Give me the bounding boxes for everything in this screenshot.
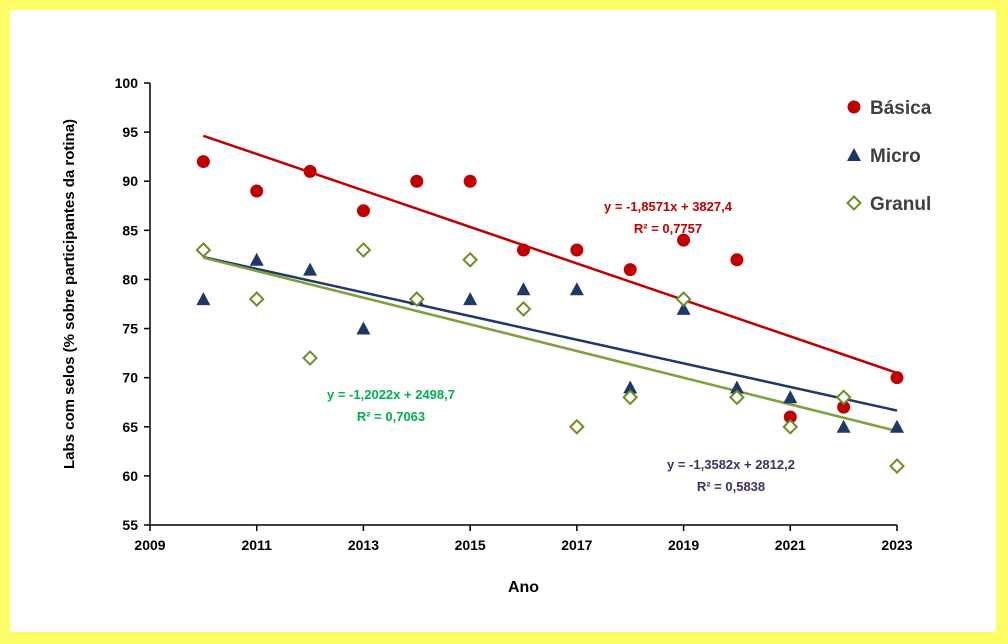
- y-tick-label: 100: [115, 75, 139, 91]
- trendline-básica: [202, 134, 898, 375]
- legend-marker-básica: [847, 100, 861, 114]
- data-point-granul: [889, 458, 905, 474]
- y-tick-label: 90: [122, 173, 138, 189]
- x-tick-label: 2015: [455, 537, 486, 553]
- y-tick-label: 95: [122, 124, 138, 140]
- y-tick-label: 70: [122, 370, 138, 386]
- data-point-granul: [675, 291, 692, 308]
- data-point-micro: [729, 380, 744, 394]
- y-tick-label: 65: [122, 419, 138, 435]
- data-point-micro: [836, 419, 851, 433]
- data-point-básica: [677, 233, 691, 247]
- trend-equation: y = -1,3582x + 2812,2: [667, 457, 795, 472]
- trend-r-squared: R² = 0,5838: [697, 479, 765, 494]
- legend-marker-granul: [846, 195, 862, 211]
- y-tick-label: 60: [122, 468, 138, 484]
- data-point-básica: [783, 410, 797, 424]
- data-point-granul: [835, 389, 852, 406]
- data-point-granul: [248, 291, 265, 308]
- data-point-micro: [516, 282, 531, 296]
- data-point-básica: [250, 184, 264, 198]
- data-point-micro: [303, 262, 318, 276]
- trend-r-squared: R² = 0,7063: [357, 409, 425, 424]
- x-axis-title: Ano: [508, 579, 539, 596]
- data-point-granul: [515, 300, 532, 317]
- data-point-básica: [463, 174, 477, 188]
- data-point-granul: [568, 418, 585, 435]
- y-tick-label: 55: [122, 517, 138, 533]
- trendline-granul: [203, 256, 898, 433]
- data-point-básica: [303, 164, 317, 178]
- y-tick-label: 85: [122, 222, 138, 238]
- x-tick-label: 2011: [242, 537, 273, 553]
- data-point-granul: [302, 350, 318, 366]
- data-point-micro: [356, 321, 371, 335]
- x-tick-label: 2009: [134, 537, 165, 553]
- trend-equation: y = -1,2022x + 2498,7: [327, 387, 455, 402]
- legend-label-micro: Micro: [870, 146, 921, 167]
- y-tick-label: 80: [122, 271, 138, 287]
- data-point-micro: [783, 390, 798, 404]
- data-point-granul: [729, 389, 745, 406]
- x-tick-label: 2023: [881, 537, 912, 553]
- y-tick-label: 75: [122, 321, 138, 337]
- chart-frame: 55 60 65 70 75 80 85 90 95 100 2009 2011 2013 2015 201…: [10, 10, 996, 632]
- data-point-granul: [622, 389, 639, 406]
- legend-label-básica: Básica: [870, 98, 932, 119]
- scatter-chart: 55 60 65 70 75 80 85 90 95 100 2009 2011 2013 2015 201…: [61, 75, 932, 596]
- x-tick-label: 2019: [668, 537, 699, 553]
- data-point-micro: [249, 252, 264, 266]
- x-tick-label: 2021: [775, 537, 806, 553]
- data-point-básica: [570, 243, 584, 257]
- data-point-básica: [517, 243, 530, 257]
- y-axis-title: Labs com selos (% sobre participantes da…: [61, 119, 78, 469]
- data-point-micro: [890, 419, 904, 433]
- data-point-micro: [676, 301, 691, 315]
- legend-label-granul: Granul: [870, 194, 931, 215]
- data-point-micro: [463, 292, 478, 306]
- trendline-micro: [203, 255, 898, 412]
- data-point-micro: [569, 282, 584, 296]
- x-tick-label: 2017: [561, 537, 592, 553]
- data-point-básica: [890, 371, 904, 385]
- data-point-granul: [408, 291, 425, 308]
- data-point-granul: [462, 251, 479, 268]
- data-point-granul: [195, 242, 212, 258]
- data-point-básica: [410, 174, 424, 188]
- data-point-granul: [355, 242, 372, 258]
- x-tick-label: 2013: [348, 537, 379, 553]
- data-point-micro: [623, 380, 638, 394]
- data-point-básica: [837, 400, 851, 414]
- data-point-micro: [196, 292, 211, 306]
- data-point-básica: [356, 204, 370, 218]
- data-point-básica: [196, 155, 210, 169]
- data-point-granul: [782, 418, 799, 435]
- trend-r-squared: R² = 0,7757: [634, 221, 702, 236]
- data-point-básica: [623, 263, 637, 277]
- legend-marker-micro: [847, 148, 861, 161]
- trend-equation: y = -1,8571x + 3827,4: [604, 199, 733, 214]
- data-point-básica: [730, 253, 744, 267]
